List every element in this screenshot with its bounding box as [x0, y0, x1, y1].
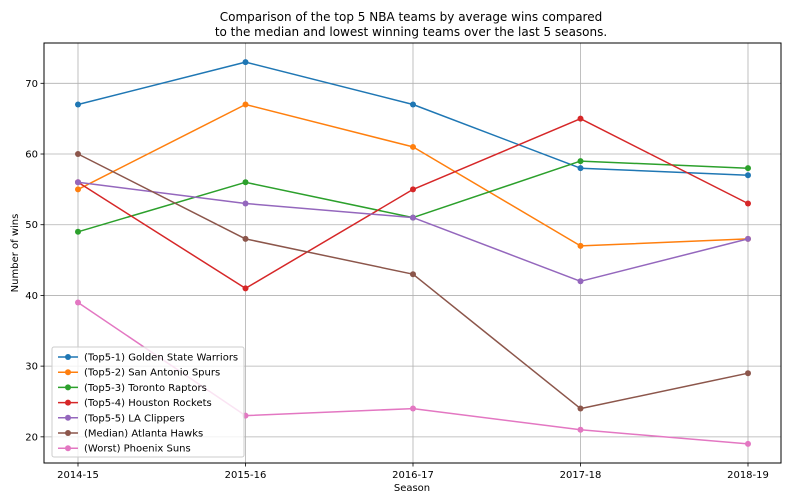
legend-box [51, 346, 245, 458]
data-point [745, 200, 751, 207]
data-point [577, 165, 584, 172]
y-axis: 20 30 40 50 60 70 [25, 79, 44, 443]
plot-frame [43, 42, 782, 464]
legend: (Top5-1) Golden State Warriors (Top5-2) S… [51, 346, 245, 458]
legend-swatch-marker [65, 384, 71, 391]
x-axis: 2014-15 2015-16 2016-17 2017-18 2018-19 [57, 463, 769, 481]
data-point [410, 405, 416, 412]
legend-swatch-marker [65, 430, 71, 436]
legend-item: (Top5-4) Houston Rockets [58, 398, 212, 409]
chart-title-line-2: to the median and lowest winning teams o… [215, 25, 607, 39]
data-point [745, 370, 751, 377]
data-point [745, 235, 751, 242]
y-tick-label: 60 [25, 150, 38, 161]
legend-item: (Top5-2) San Antonio Spurs [58, 368, 220, 379]
legend-swatch-marker [65, 445, 71, 452]
data-point [75, 228, 81, 235]
data-point [577, 426, 584, 433]
legend-label: (Worst) Phoenix Suns [84, 444, 191, 455]
legend-item: (Top5-5) LA Clippers [58, 413, 185, 424]
x-tick-label: 2015-16 [225, 470, 267, 481]
data-point [242, 200, 249, 207]
y-tick-label: 30 [25, 362, 38, 373]
data-point [242, 235, 249, 242]
legend-label: (Top5-3) Toronto Raptors [84, 383, 207, 394]
data-point [75, 186, 81, 193]
data-point [410, 271, 416, 278]
legend-label: (Top5-1) Golden State Warriors [84, 353, 238, 364]
legend-item: (Median) Atlanta Hawks [58, 429, 203, 440]
data-point [745, 172, 751, 179]
legend-item: (Worst) Phoenix Suns [58, 444, 191, 455]
legend-label: (Top5-5) LA Clippers [84, 413, 185, 424]
data-point [745, 165, 751, 172]
data-point [577, 158, 584, 165]
legend-item: (Top5-3) Toronto Raptors [58, 383, 207, 394]
data-point [577, 115, 584, 122]
y-tick-label: 40 [25, 291, 38, 302]
data-point [242, 59, 249, 66]
data-point [577, 242, 584, 249]
x-tick-label: 2014-15 [57, 470, 99, 481]
chart-title: Comparison of the top 5 NBA teams by ave… [215, 10, 607, 39]
series-1 [75, 59, 751, 179]
series-5 [75, 179, 751, 285]
data-point [242, 179, 249, 186]
data-point [410, 214, 416, 221]
data-point [577, 278, 584, 285]
series-layer [75, 59, 751, 447]
data-point [410, 186, 416, 193]
x-tick-label: 2016-17 [392, 470, 434, 481]
legend-item: (Top5-1) Golden State Warriors [58, 353, 238, 364]
y-tick-label: 20 [25, 432, 38, 443]
legend-swatch-marker [65, 414, 71, 421]
series-6 [75, 151, 751, 412]
legend-label: (Top5-4) Houston Rockets [84, 398, 212, 409]
data-point [75, 179, 81, 186]
legend-swatch-marker [65, 369, 71, 376]
data-point [242, 101, 249, 108]
y-tick-label: 50 [25, 220, 38, 231]
y-tick-label: 70 [25, 79, 38, 90]
data-point [75, 299, 81, 306]
data-point [242, 285, 249, 292]
legend-swatch-marker [65, 354, 71, 360]
data-point [75, 101, 81, 108]
x-axis-label: Season [394, 483, 430, 494]
legend-label: (Median) Atlanta Hawks [84, 429, 203, 440]
y-axis-label: Number of wins [10, 214, 21, 293]
data-point [410, 101, 416, 108]
data-point [75, 151, 81, 158]
x-tick-label: 2017-18 [560, 470, 602, 481]
x-tick-label: 2018-19 [727, 470, 769, 481]
legend-swatch-marker [65, 399, 71, 406]
data-point [745, 440, 751, 447]
chart-title-line-1: Comparison of the top 5 NBA teams by ave… [220, 10, 602, 24]
legend-label: (Top5-2) San Antonio Spurs [84, 368, 220, 379]
data-point [577, 405, 584, 412]
data-point [410, 143, 416, 150]
